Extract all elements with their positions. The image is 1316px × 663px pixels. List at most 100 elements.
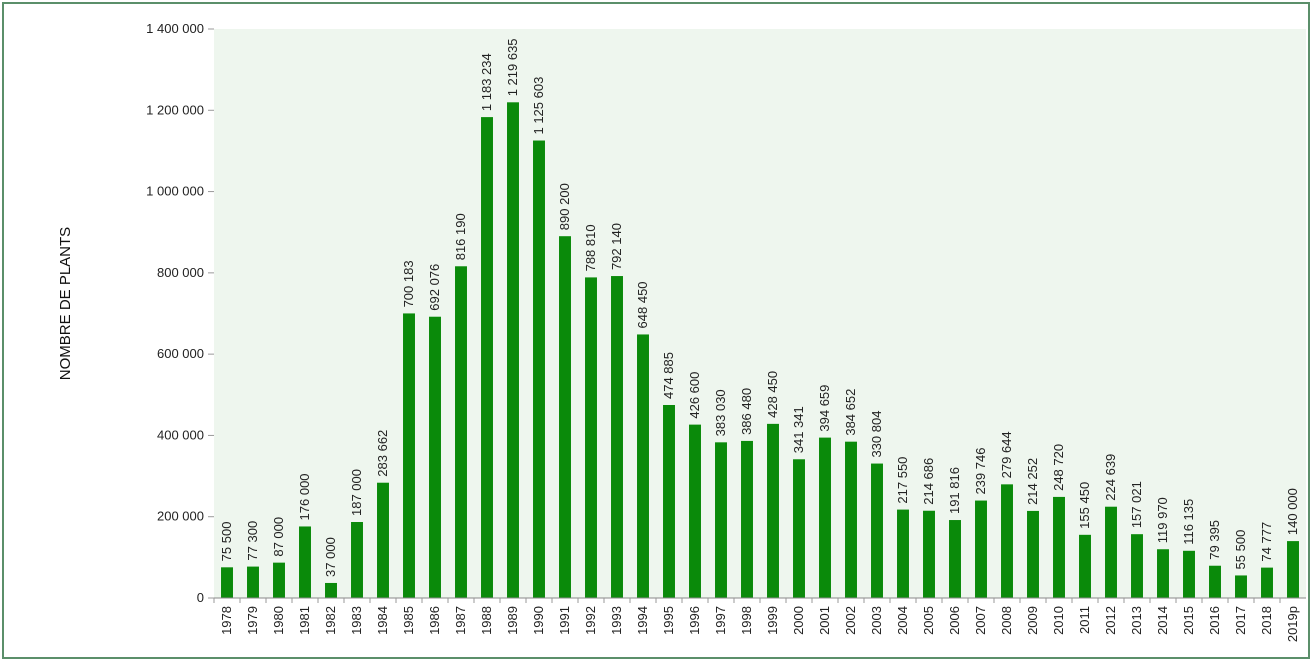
bar	[741, 440, 753, 598]
y-tick-label: 1 200 000	[146, 102, 204, 117]
bar	[637, 334, 649, 598]
x-tick-label: 2013	[1129, 606, 1144, 635]
data-labels: 75 500 77 300 87 000 176 000 37 000 187 000 28…	[219, 38, 1300, 577]
data-label: 37 000	[323, 537, 338, 577]
bar	[1287, 541, 1299, 598]
bar	[1079, 534, 1091, 598]
x-tick-label: 1999	[765, 606, 780, 635]
x-tick-label: 1994	[635, 606, 650, 635]
x-tick-label: 1987	[453, 606, 468, 635]
data-label: 700 183	[401, 260, 416, 307]
x-tick-label: 1990	[531, 606, 546, 635]
data-label: 214 686	[921, 458, 936, 505]
data-label: 692 076	[427, 264, 442, 311]
x-tick-label: 1984	[375, 606, 390, 635]
x-tick-label: 2019p	[1285, 606, 1300, 642]
x-tick-label: 1997	[713, 606, 728, 635]
x-tick-label: 2006	[947, 606, 962, 635]
x-tick-label: 2010	[1051, 606, 1066, 635]
data-label: 55 500	[1233, 530, 1248, 570]
data-label: 1 183 234	[479, 53, 494, 111]
x-tick-label: 1978	[219, 606, 234, 635]
x-tick-label: 2005	[921, 606, 936, 635]
x-tick-label: 1983	[349, 606, 364, 635]
bar	[299, 526, 311, 598]
data-label: 217 550	[895, 457, 910, 504]
bar	[715, 442, 727, 598]
data-label: 116 135	[1181, 499, 1196, 545]
x-tick-label: 2016	[1207, 606, 1222, 635]
bars	[221, 102, 1299, 599]
data-label: 248 720	[1051, 444, 1066, 491]
x-tick-label: 1992	[583, 606, 598, 635]
x-tick-label: 2000	[791, 606, 806, 635]
data-label: 79 395	[1207, 520, 1222, 560]
y-tick-label: 800 000	[157, 265, 204, 280]
bar	[949, 520, 961, 598]
x-tick-label: 1991	[557, 606, 572, 635]
bar	[871, 463, 883, 598]
bar	[1261, 567, 1273, 598]
x-tick-label: 2004	[895, 606, 910, 635]
x-tick-label: 2018	[1259, 606, 1274, 635]
bar	[1027, 510, 1039, 598]
bar	[767, 423, 779, 598]
plot-area	[214, 29, 1306, 598]
data-label: 383 030	[713, 389, 728, 436]
x-tick-label: 2017	[1233, 606, 1248, 635]
bar	[1157, 549, 1169, 598]
bar	[845, 441, 857, 598]
data-label: 279 644	[999, 431, 1014, 478]
data-label: 176 000	[297, 473, 312, 520]
x-tick-label: 1998	[739, 606, 754, 635]
data-label: 191 816	[947, 467, 962, 514]
bar	[1183, 550, 1195, 598]
y-tick-label: 1 000 000	[146, 184, 204, 199]
bar	[689, 424, 701, 598]
bar	[325, 582, 337, 598]
data-label: 119 970	[1155, 497, 1170, 543]
bar	[507, 102, 519, 599]
x-tick-label: 2007	[973, 606, 988, 635]
bar	[663, 404, 675, 598]
x-tick-label: 1989	[505, 606, 520, 635]
data-label: 155 450	[1077, 482, 1092, 529]
data-label: 87 000	[271, 517, 286, 557]
x-tick-label: 1979	[245, 606, 260, 635]
data-label: 77 300	[245, 521, 260, 561]
data-label: 214 252	[1025, 458, 1040, 505]
data-label: 788 810	[583, 224, 598, 271]
data-label: 426 600	[687, 372, 702, 419]
bar	[403, 313, 415, 598]
data-label: 341 341	[791, 406, 806, 453]
x-tick-label: 2015	[1181, 606, 1196, 635]
bar	[923, 510, 935, 598]
y-tick-label: 1 400 000	[146, 21, 204, 36]
data-label: 187 000	[349, 469, 364, 516]
bar	[1131, 534, 1143, 598]
x-tick-label: 1982	[323, 606, 338, 635]
bar	[585, 277, 597, 598]
data-label: 239 746	[973, 448, 988, 495]
data-label: 428 450	[765, 371, 780, 418]
data-label: 648 450	[635, 281, 650, 328]
data-label: 157 021	[1129, 481, 1144, 528]
data-label: 394 659	[817, 385, 832, 432]
data-label: 1 125 603	[531, 77, 546, 135]
x-tick-label: 1988	[479, 606, 494, 635]
x-tick-label: 2001	[817, 606, 832, 635]
x-tick-label: 1993	[609, 606, 624, 635]
bar	[351, 521, 363, 598]
bar	[793, 459, 805, 598]
x-tick-label: 1995	[661, 606, 676, 635]
y-tick-label: 400 000	[157, 427, 204, 442]
x-tick-label: 2003	[869, 606, 884, 635]
y-tick-label: 0	[197, 590, 204, 605]
bar	[1209, 565, 1221, 598]
data-label: 224 639	[1103, 454, 1118, 501]
data-label: 792 140	[609, 223, 624, 270]
bar	[611, 276, 623, 598]
bar	[819, 437, 831, 598]
x-tick-label: 2012	[1103, 606, 1118, 635]
